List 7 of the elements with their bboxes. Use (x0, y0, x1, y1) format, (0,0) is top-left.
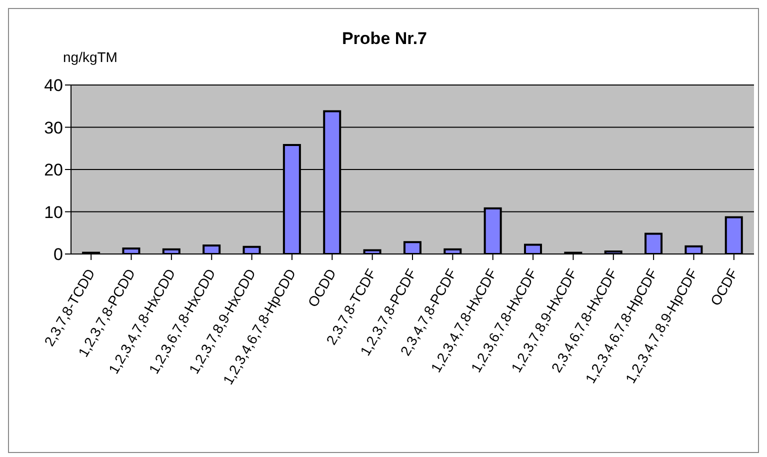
y-tick-label: 10 (44, 202, 63, 222)
y-axis-title: ng/kgTM (63, 49, 118, 65)
chart-title: Probe Nr.7 (340, 29, 428, 49)
y-tick-label: 20 (44, 160, 63, 180)
y-tick-label: 0 (54, 245, 63, 264)
y-tick-label: 30 (44, 118, 63, 138)
y-tick-label: 40 (44, 76, 63, 96)
